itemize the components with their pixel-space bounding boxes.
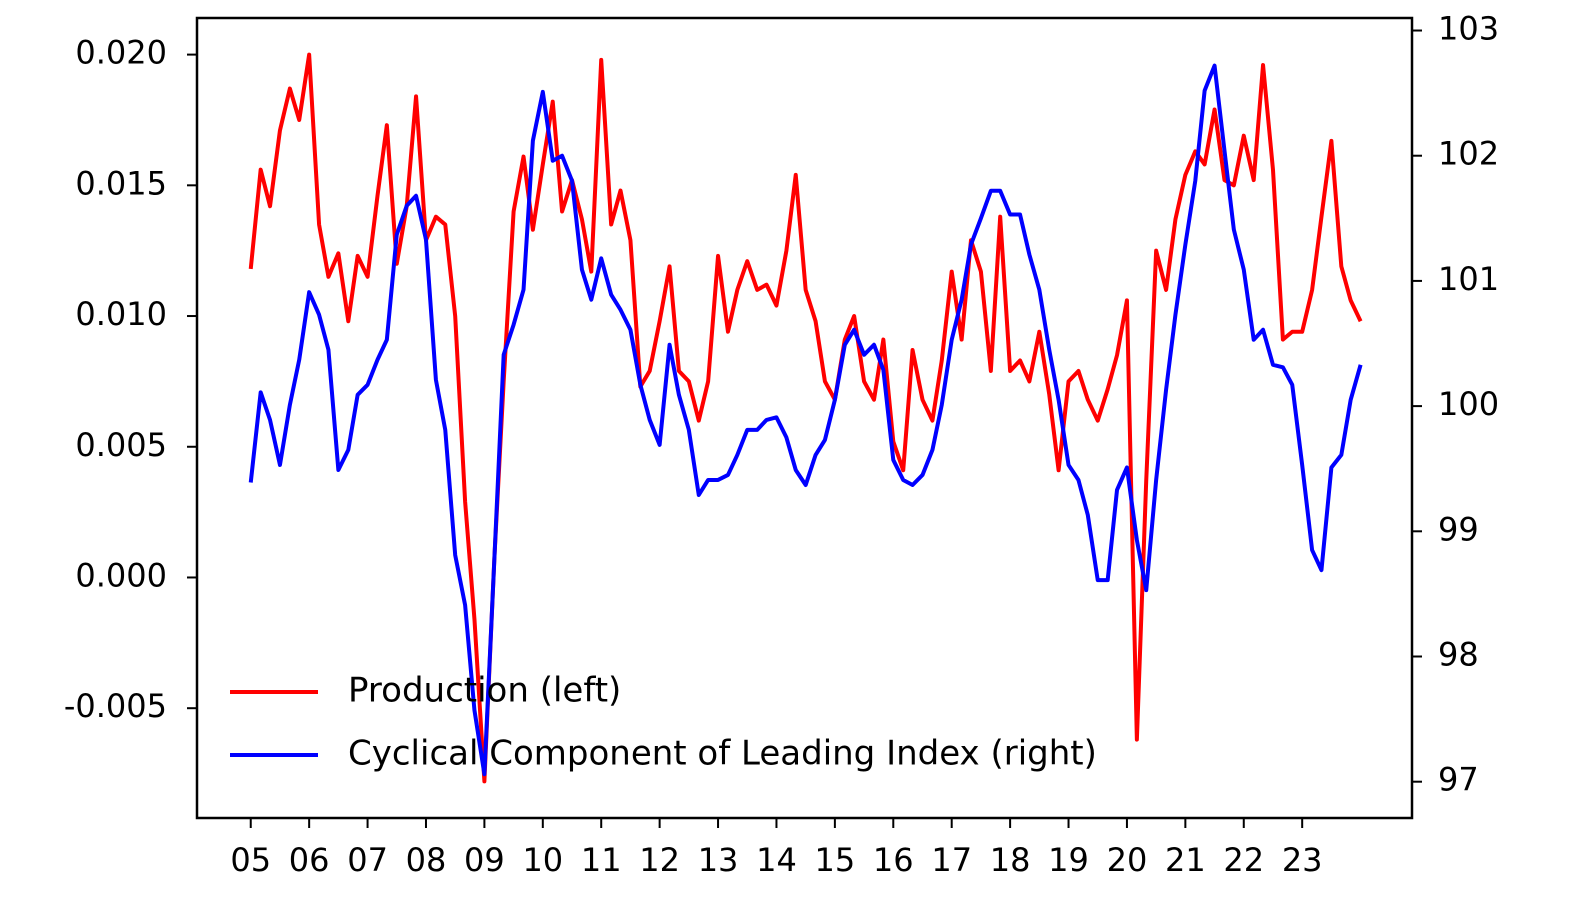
y-tick-label: 0.015 (75, 164, 167, 202)
y2-tick-label: 97 (1438, 761, 1479, 799)
x-tick-label: 20 (1107, 841, 1148, 879)
y2-tick-label: 98 (1438, 635, 1479, 673)
x-tick-label: 09 (464, 841, 505, 879)
x-tick-label: 11 (581, 841, 622, 879)
x-tick-label: 21 (1165, 841, 1206, 879)
x-tick-label: 13 (698, 841, 739, 879)
x-tick-label: 17 (931, 841, 972, 879)
x-tick-label: 05 (230, 841, 271, 879)
x-tick-label: 18 (990, 841, 1031, 879)
y-tick-label: -0.005 (64, 687, 167, 725)
x-tick-label: 19 (1048, 841, 1089, 879)
y-tick-label: 0.005 (75, 426, 167, 464)
x-tick-label: 22 (1223, 841, 1264, 879)
x-tick-label: 07 (347, 841, 388, 879)
plot-frame (195, 16, 1414, 820)
legend-label: Cyclical Component of Leading Index (rig… (348, 734, 1097, 774)
y2-tick-label: 100 (1438, 385, 1499, 423)
y2-tick-label: 101 (1438, 260, 1499, 298)
x-tick-label: 08 (406, 841, 447, 879)
series-line (248, 52, 1363, 784)
x-tick-label: 10 (522, 841, 563, 879)
y-tick-label: 0.020 (75, 34, 167, 72)
series-line (248, 63, 1363, 777)
legend-label: Production (left) (348, 671, 621, 711)
y-tick-label: 0.000 (75, 556, 167, 594)
x-tick-label: 16 (873, 841, 914, 879)
x-tick-label: 12 (639, 841, 680, 879)
y2-tick-label: 103 (1438, 10, 1499, 48)
y2-tick-label: 102 (1438, 135, 1499, 173)
x-tick-label: 15 (815, 841, 856, 879)
x-tick-label: 23 (1282, 841, 1323, 879)
x-tick-label: 14 (756, 841, 797, 879)
x-tick-label: 06 (289, 841, 330, 879)
y-tick-label: 0.010 (75, 295, 167, 333)
y2-tick-label: 99 (1438, 510, 1479, 548)
